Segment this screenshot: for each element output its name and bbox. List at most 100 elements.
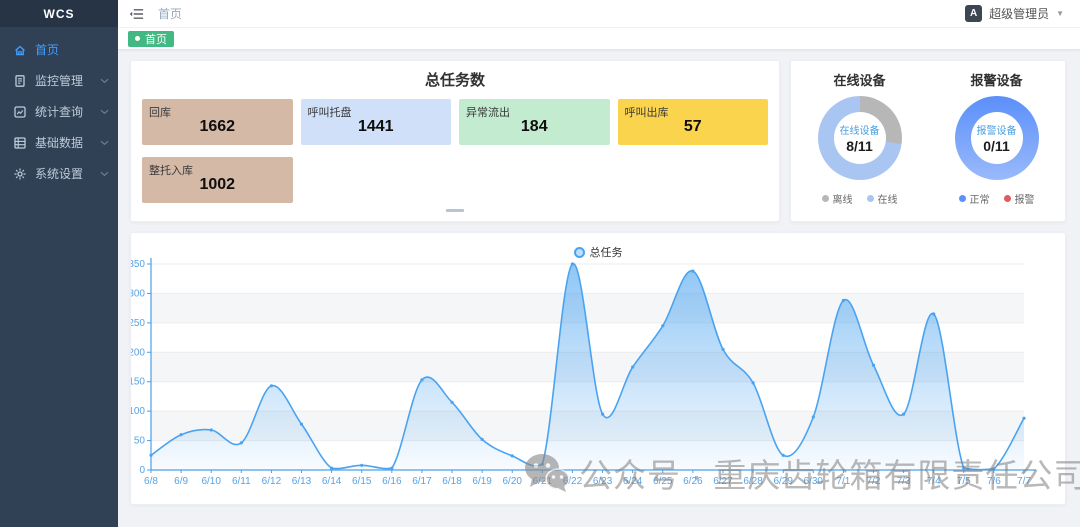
x-tick-label: 7/3: [897, 476, 911, 487]
database-icon: [13, 136, 27, 150]
devices-card: 在线设备 在线设备 8/11 离线 在线 报警设备 报警设备 0/11: [790, 60, 1066, 222]
sidebar-item-statistics[interactable]: 统计查询: [0, 96, 118, 127]
user-name: 超级管理员: [989, 7, 1050, 21]
app-logo: WCS: [0, 0, 118, 27]
x-tick-label: 6/9: [174, 476, 188, 487]
online-devices-title: 在线设备: [833, 73, 886, 88]
x-tick-label: 7/7: [1017, 476, 1031, 487]
x-tick-label: 6/14: [322, 476, 342, 487]
x-tick-label: 6/8: [144, 476, 158, 487]
online-devices-panel: 在线设备 在线设备 8/11 离线 在线: [791, 70, 928, 221]
online-center-value: 8/11: [846, 138, 873, 154]
sidebar: WCS 首页监控管理统计查询基础数据系统设置: [0, 0, 118, 527]
x-tick-label: 7/5: [957, 476, 971, 487]
sidebar-item-label: 首页: [35, 43, 60, 57]
x-tick-label: 6/20: [503, 476, 523, 487]
legend-line-icon: [573, 246, 585, 258]
task-stats-grid: 回库 1662 呼叫托盘 1441 异常流出 184 呼叫出库 57 整托入库 1002: [131, 90, 779, 203]
x-tick-label: 6/26: [683, 476, 703, 487]
stat-value: 57: [683, 118, 702, 135]
sidebar-item-system-settings[interactable]: 系统设置: [0, 158, 118, 189]
alarm-devices-donut-chart: 报警设备 0/11: [954, 96, 1039, 180]
x-tick-label: 6/16: [382, 476, 402, 487]
user-menu[interactable]: A 超级管理员 ▼: [965, 5, 1080, 22]
legend-item[interactable]: 离线: [821, 191, 853, 206]
tab-home[interactable]: 首页: [128, 30, 174, 47]
stat-box-call-pallet: 呼叫托盘 1441: [300, 99, 451, 145]
sidebar-collapse-icon[interactable]: [129, 8, 144, 20]
x-tick-label: 6/30: [804, 476, 824, 487]
legend-label: 报警: [1014, 195, 1035, 206]
legend-item[interactable]: 报警: [1003, 191, 1035, 206]
x-tick-label: 7/6: [987, 476, 1001, 487]
y-tick-label: 350: [131, 259, 145, 270]
x-tick-label: 6/12: [262, 476, 282, 487]
x-tick-label: 6/18: [442, 476, 462, 487]
chevron-down-icon: [100, 171, 109, 176]
x-tick-label: 6/24: [623, 476, 643, 487]
sidebar-item-monitoring[interactable]: 监控管理: [0, 65, 118, 96]
stat-label: 异常流出: [466, 107, 510, 119]
y-tick-label: 300: [131, 288, 145, 299]
alarm-devices-donut-center: 报警设备 0/11: [970, 112, 1023, 164]
sidebar-item-home[interactable]: 首页: [0, 34, 118, 65]
stat-box-full-pallet-inbound: 整托入库 1002: [142, 157, 293, 203]
home-icon: [13, 43, 27, 57]
stat-value: 1002: [199, 176, 236, 193]
stat-label: 呼叫托盘: [307, 107, 352, 119]
y-tick-label: 0: [139, 465, 145, 476]
sidebar-item-label: 监控管理: [35, 74, 84, 88]
online-devices-donut-center: 在线设备 8/11: [833, 112, 886, 164]
y-tick-label: 50: [134, 436, 146, 447]
legend-label: 在线: [877, 195, 898, 206]
stat-value: 1662: [199, 118, 236, 135]
x-tick-label: 6/15: [352, 476, 372, 487]
chevron-down-icon: [100, 140, 109, 145]
monitor-icon: [13, 74, 27, 88]
tab-home-label: 首页: [145, 33, 167, 46]
chevron-down-icon: [100, 78, 109, 83]
x-tick-label: 6/17: [412, 476, 432, 487]
stat-label: 呼叫出库: [624, 107, 669, 119]
carousel-indicator[interactable]: [446, 209, 464, 212]
x-tick-label: 7/2: [867, 476, 881, 487]
x-tick-label: 6/13: [292, 476, 312, 487]
x-tick-label: 6/28: [743, 476, 763, 487]
x-tick-label: 6/11: [232, 476, 251, 487]
total-tasks-title: 总任务数: [424, 72, 485, 89]
legend-dot-icon: [1003, 195, 1011, 202]
stat-box-return-storage: 回库 1662: [142, 99, 293, 145]
x-tick-label: 6/27: [713, 476, 733, 487]
online-center-label: 在线设备: [839, 126, 880, 137]
alarm-center-value: 0/11: [983, 138, 1010, 154]
sidebar-item-base-data[interactable]: 基础数据: [0, 127, 118, 158]
alarm-devices-title: 报警设备: [970, 73, 1023, 88]
stat-value: 184: [520, 118, 548, 135]
avatar: A: [965, 5, 983, 22]
legend-label: 离线: [832, 195, 853, 206]
chart-legend-item[interactable]: 总任务: [131, 244, 1065, 260]
top-header: 首页 A 超级管理员 ▼: [118, 0, 1080, 28]
online-devices-donut-chart: 在线设备 8/11: [817, 96, 902, 180]
chevron-down-icon: [100, 109, 109, 114]
legend-item[interactable]: 正常: [958, 191, 990, 206]
sidebar-item-label: 统计查询: [35, 105, 84, 119]
x-tick-label: 7/4: [927, 476, 941, 487]
legend-dot-icon: [866, 195, 874, 202]
x-tick-label: 6/29: [773, 476, 793, 487]
stat-label: 整托入库: [149, 165, 193, 177]
total-tasks-card: 总任务数 回库 1662 呼叫托盘 1441 异常流出 184 呼叫出库 57 整托入库 1002: [130, 60, 780, 222]
tags-view-bar: 首页: [118, 28, 1080, 50]
sidebar-item-label: 基础数据: [35, 136, 84, 150]
legend-dot-icon: [821, 195, 829, 202]
breadcrumb[interactable]: 首页: [158, 7, 183, 21]
tasks-trend-card: 总任务 0 50 100 150 200 250 300 350 6/8 6/9 6/10 6/11 6…: [130, 232, 1066, 505]
chart-legend-label: 总任务: [589, 247, 623, 259]
y-tick-label: 100: [131, 406, 145, 417]
stat-box-abnormal-outflow: 异常流出 184: [459, 99, 610, 145]
legend-label: 正常: [969, 195, 990, 206]
x-tick-label: 6/23: [593, 476, 613, 487]
legend-item[interactable]: 在线: [866, 191, 898, 206]
chevron-down-icon: ▼: [1056, 9, 1064, 18]
